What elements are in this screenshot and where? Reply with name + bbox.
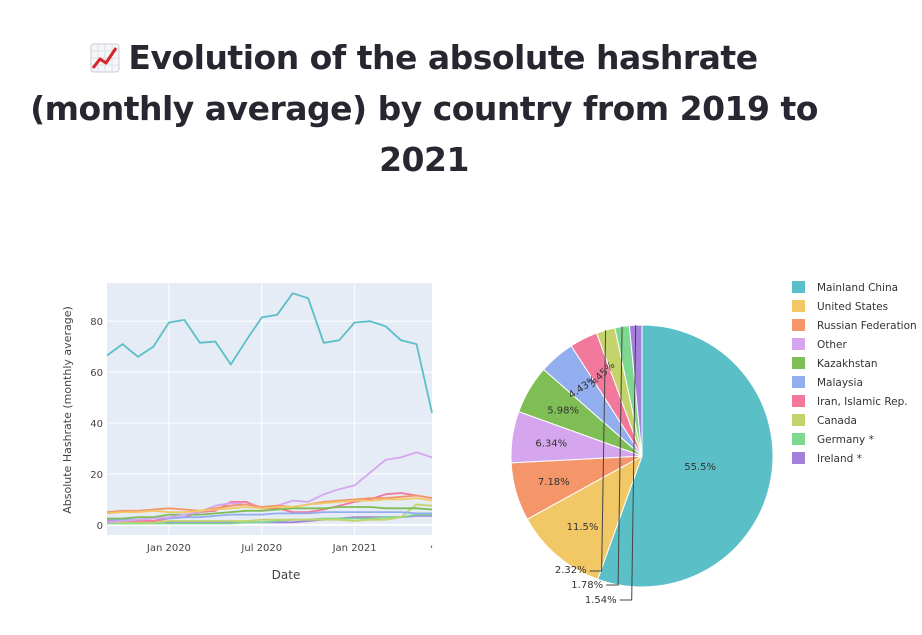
line-grid xyxy=(107,283,432,535)
pie-slice-mainland-china[interactable] xyxy=(597,324,774,588)
pie-leader-germany xyxy=(606,326,623,586)
legend-item-canada[interactable]: Canada xyxy=(792,414,857,427)
page-title-text: Evolution of the absolute hashrate (mont… xyxy=(30,38,818,179)
pie-leader-ireland xyxy=(619,325,637,601)
legend-swatch xyxy=(792,433,805,445)
x-tick-clipped: , xyxy=(430,539,433,550)
legend-item-iran-islamic-rep[interactable]: Iran, Islamic Rep. xyxy=(792,395,908,408)
y-tick-label: 60 xyxy=(90,368,103,379)
pie-label-other: 6.34% xyxy=(535,439,567,450)
line-series-kazakhstan[interactable] xyxy=(107,506,433,520)
line-plot-area xyxy=(107,283,432,535)
legend-swatch xyxy=(792,319,805,331)
x-axis-title: Date xyxy=(272,568,301,582)
legend-swatch xyxy=(792,395,805,407)
legend-label: Ireland * xyxy=(817,453,862,465)
legend-item-mainland-china[interactable]: Mainland China xyxy=(792,281,898,294)
legend-item-other[interactable]: Other xyxy=(792,338,847,351)
pie-legend: Mainland China United States Russian Feder… xyxy=(792,281,917,465)
legend-item-kazakhstan[interactable]: Kazakhstan xyxy=(792,357,878,370)
legend-item-ireland[interactable]: Ireland * xyxy=(792,452,862,465)
pie-slice-ireland[interactable] xyxy=(628,324,643,457)
legend-label: Germany * xyxy=(817,434,874,446)
pie-label-russian-federation: 7.18% xyxy=(538,477,570,488)
legend-swatch xyxy=(792,414,805,426)
y-axis-title: Absolute Hashrate (monthly average) xyxy=(61,306,74,514)
x-tick-label: Jul 2020 xyxy=(240,543,282,554)
legend-label: Malaysia xyxy=(817,377,863,389)
legend-swatch xyxy=(792,281,805,293)
pie-label-canada: 2.32% xyxy=(555,565,587,576)
legend-swatch xyxy=(792,300,805,312)
legend-label: Iran, Islamic Rep. xyxy=(817,396,908,408)
page-title: Evolution of the absolute hashrate (mont… xyxy=(20,32,828,185)
legend-swatch xyxy=(792,357,805,369)
pie-slice-united-states[interactable] xyxy=(526,454,643,580)
line-series-germany[interactable] xyxy=(107,513,432,525)
pie-label-ireland: 1.54% xyxy=(585,595,617,606)
pie-label-united-states: 11.5% xyxy=(567,522,599,533)
legend-label: United States xyxy=(817,301,888,313)
title-block: Evolution of the absolute hashrate (mont… xyxy=(20,32,828,185)
legend-swatch xyxy=(792,338,805,350)
line-series-united-states[interactable] xyxy=(106,497,433,515)
legend-label: Other xyxy=(817,339,847,351)
legend-item-malaysia[interactable]: Malaysia xyxy=(792,376,863,389)
legend-label: Canada xyxy=(817,415,857,427)
legend-item-germany[interactable]: Germany * xyxy=(792,433,874,446)
line-series-canada[interactable] xyxy=(107,503,433,524)
legend-label: Mainland China xyxy=(817,282,898,294)
y-tick-label: 0 xyxy=(97,521,103,532)
line-series-group xyxy=(106,292,433,525)
line-series-russian-federation[interactable] xyxy=(106,494,433,513)
legend-item-russian-federation[interactable]: Russian Federation xyxy=(792,319,917,332)
y-tick-label: 20 xyxy=(90,470,103,481)
legend-label: Russian Federation xyxy=(817,320,917,332)
y-tick-label: 40 xyxy=(90,419,103,430)
line-ticks: 0 20 40 60 80 Jan 2020 Jul 2020 Jan 2021, xyxy=(90,317,433,554)
x-tick-label: Jan 2020 xyxy=(146,543,191,554)
legend-swatch xyxy=(792,376,805,388)
pie-chart: 55.5%11.5%7.18%6.34%5.98%4.43%3.45%2.32%… xyxy=(510,281,917,606)
legend-swatch xyxy=(792,452,805,464)
pie-label-kazakhstan: 5.98% xyxy=(547,405,579,416)
x-tick-label: Jan 2021 xyxy=(332,543,377,554)
legend-item-united-states[interactable]: United States xyxy=(792,300,888,313)
pie-leader-canada xyxy=(589,330,607,572)
pie-slices xyxy=(510,324,774,588)
chart-increasing-icon xyxy=(90,43,120,73)
pie-label-mainland-china: 55.5% xyxy=(684,462,716,473)
legend-label: Kazakhstan xyxy=(817,358,878,370)
line-series-mainland-china[interactable] xyxy=(106,292,433,413)
y-tick-label: 80 xyxy=(90,317,103,328)
pie-label-germany: 1.78% xyxy=(571,580,603,591)
